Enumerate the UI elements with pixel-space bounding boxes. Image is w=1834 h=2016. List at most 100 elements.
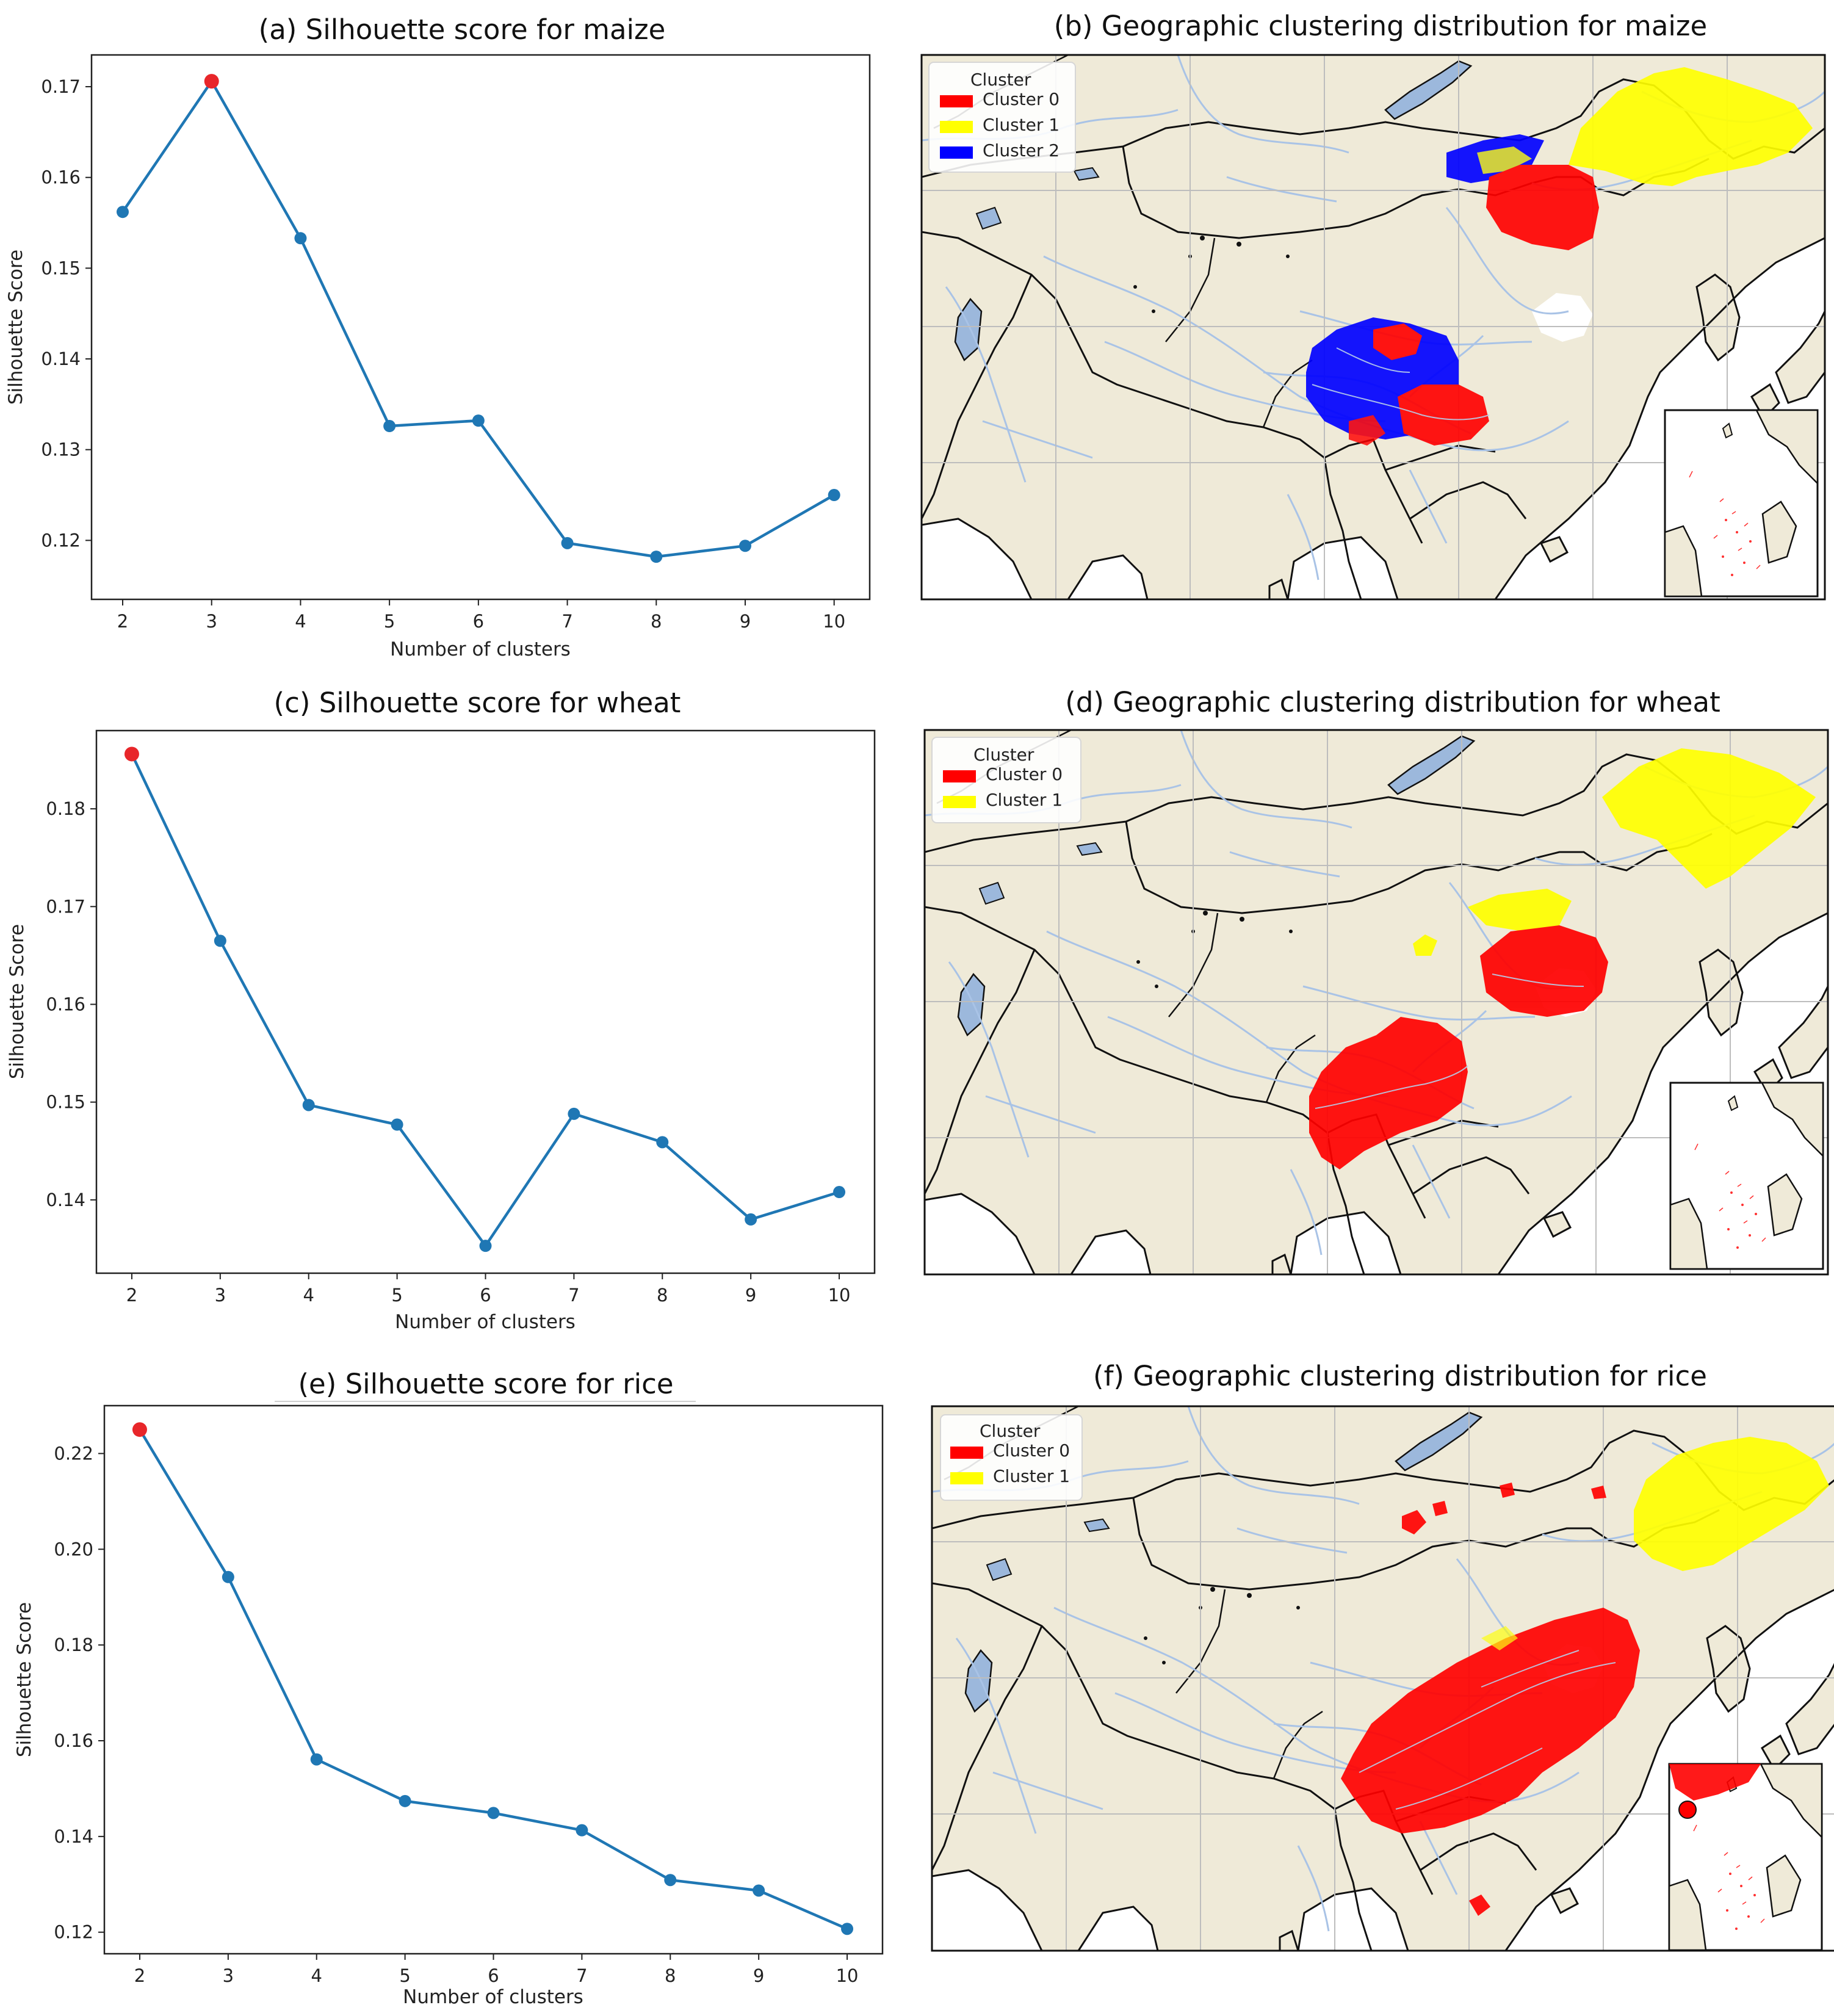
map-b-legend-swatch <box>940 146 973 159</box>
chart-e-xtick-label: 4 <box>311 1965 322 1986</box>
chart-a-xtick-label: 4 <box>295 611 306 632</box>
chart-a-point <box>294 232 307 245</box>
chart-c-point <box>745 1213 757 1226</box>
map-f-legend: Cluster Cluster 0 Cluster 1 <box>940 1414 1083 1501</box>
chart-a-point <box>828 489 840 502</box>
chart-e-series-line <box>139 1429 848 1931</box>
chart-a-series-line <box>121 79 835 558</box>
chart-c-xlabel: Number of clusters <box>395 1311 576 1333</box>
chart-e-xtick-label: 2 <box>134 1965 145 1986</box>
chart-a-xlabel: Number of clusters <box>390 638 571 660</box>
chart-e-xtick-label: 9 <box>753 1965 764 1986</box>
chart-a-xtick-label: 5 <box>384 611 395 632</box>
chart-c-point <box>214 934 226 947</box>
map-f-cluster1-region <box>1634 1437 1829 1571</box>
map-d-cluster1-region <box>1602 748 1816 889</box>
chart-a-point <box>739 540 751 552</box>
map-b-legend-swatch <box>940 121 973 133</box>
chart-c-ytick-label: 0.18 <box>46 798 85 819</box>
chart-c-xtick-label: 7 <box>568 1285 579 1306</box>
map-b-legend-swatch <box>940 95 973 107</box>
chart-c-optimal-point <box>124 746 139 762</box>
map-d-legend-title: Cluster <box>973 745 1034 765</box>
chart-e-xlabel: Number of clusters <box>403 1986 583 2008</box>
map-f-legend-label: Cluster 1 <box>993 1466 1070 1486</box>
map-b-legend-label: Cluster 0 <box>983 89 1060 109</box>
chart-c-xtick-label: 5 <box>391 1285 402 1306</box>
map-d: (d) Geographic clustering distribution f… <box>923 686 1829 1276</box>
chart-e-point <box>576 1824 588 1837</box>
chart-c-xtick-label: 8 <box>657 1285 668 1306</box>
map-b-cluster0-south <box>1398 385 1489 446</box>
map-f-legend-swatch <box>950 1472 983 1484</box>
map-f-cluster0-region <box>1341 1608 1640 1834</box>
chart-a-ytick-label: 0.15 <box>41 258 81 278</box>
chart-c-ylabel: Silhouette Score <box>6 924 28 1079</box>
chart-e-marks <box>132 1422 854 1935</box>
map-b-legend-title: Cluster <box>970 70 1031 90</box>
chart-c-point <box>656 1136 669 1149</box>
map-f-legend-swatch <box>950 1447 983 1459</box>
chart-a-xtick-label: 10 <box>823 611 845 632</box>
map-d-legend-swatch <box>943 796 976 808</box>
chart-a-marks <box>117 74 840 563</box>
chart-e-ytick-label: 0.22 <box>54 1443 93 1464</box>
map-d-legend-label: Cluster 0 <box>986 764 1063 784</box>
chart-c-point <box>391 1118 403 1131</box>
chart-c-xtick-label: 3 <box>215 1285 226 1306</box>
chart-e-ytick-label: 0.20 <box>54 1539 93 1559</box>
chart-a-point <box>472 414 485 427</box>
chart-e-point <box>487 1807 500 1819</box>
chart-a-ytick-label: 0.12 <box>41 530 81 551</box>
map-b: (b) Geographic clustering distribution f… <box>920 10 1826 601</box>
chart-e-point <box>222 1570 234 1583</box>
chart-e-optimal-point <box>132 1422 147 1437</box>
chart-a-xtick-label: 3 <box>206 611 217 632</box>
map-f-legend-title: Cluster <box>980 1421 1041 1441</box>
chart-e-point <box>753 1884 765 1897</box>
map-f-canvas: Cluster Cluster 0 Cluster 1 <box>931 1405 1834 1952</box>
chart-a-xtick-label: 7 <box>561 611 572 632</box>
chart-e-ytick-label: 0.18 <box>54 1635 93 1655</box>
map-b-title: (b) Geographic clustering distribution f… <box>1054 10 1707 42</box>
map-b-cluster1-region <box>1569 67 1813 186</box>
chart-a-xtick-label: 9 <box>740 611 751 632</box>
map-f-legend-label: Cluster 0 <box>993 1440 1070 1461</box>
chart-e-ytick-label: 0.12 <box>54 1922 93 1943</box>
chart-c-frame <box>95 729 876 1274</box>
chart-a-ylabel: Silhouette Score <box>5 250 27 405</box>
map-d-title: (d) Geographic clustering distribution f… <box>1065 686 1720 718</box>
chart-c-ytick-label: 0.15 <box>46 1092 85 1113</box>
chart-e-xtick-label: 7 <box>576 1965 587 1986</box>
chart-a-xtick-label: 6 <box>473 611 484 632</box>
chart-e-xtick-label: 6 <box>488 1965 499 1986</box>
map-d-cluster0-north <box>1480 925 1608 1017</box>
chart-a-point <box>117 206 129 219</box>
chart-c-ytick-label: 0.16 <box>46 994 85 1015</box>
chart-c-point <box>568 1107 580 1120</box>
chart-e-xtick-label: 10 <box>836 1965 859 1986</box>
chart-e-point <box>841 1923 854 1935</box>
chart-c-marks <box>124 746 846 1252</box>
chart-c-point <box>302 1099 315 1111</box>
chart-a-xtick-label: 8 <box>651 611 662 632</box>
chart-e-ylabel: Silhouette Score <box>13 1602 35 1757</box>
chart-a-optimal-point <box>204 74 219 89</box>
chart-a-ytick-label: 0.16 <box>41 167 81 188</box>
chart-e: (e) Silhouette score for rice 2 3 4 5 6 7 8 9 10… <box>13 1368 884 2008</box>
chart-c-xtick-label: 10 <box>828 1285 851 1306</box>
chart-c-title: (c) Silhouette score for wheat <box>274 687 681 719</box>
chart-c-ytick-label: 0.17 <box>46 896 85 917</box>
chart-c-point <box>479 1240 492 1252</box>
map-d-legend-swatch <box>943 770 976 782</box>
map-d-legend: Cluster Cluster 0 Cluster 1 <box>931 737 1081 823</box>
chart-c-xtick-label: 6 <box>480 1285 491 1306</box>
chart-e-ytick-label: 0.16 <box>54 1730 93 1751</box>
chart-a-frame <box>90 54 871 601</box>
chart-e-xtick-label: 5 <box>399 1965 410 1986</box>
chart-c-xtick-label: 4 <box>303 1285 314 1306</box>
chart-e-ytick-label: 0.14 <box>54 1826 93 1847</box>
chart-c: (c) Silhouette score for wheat 2 3 4 5 6 7 8 9 1… <box>6 687 876 1333</box>
map-b-legend-label: Cluster 2 <box>983 140 1060 161</box>
